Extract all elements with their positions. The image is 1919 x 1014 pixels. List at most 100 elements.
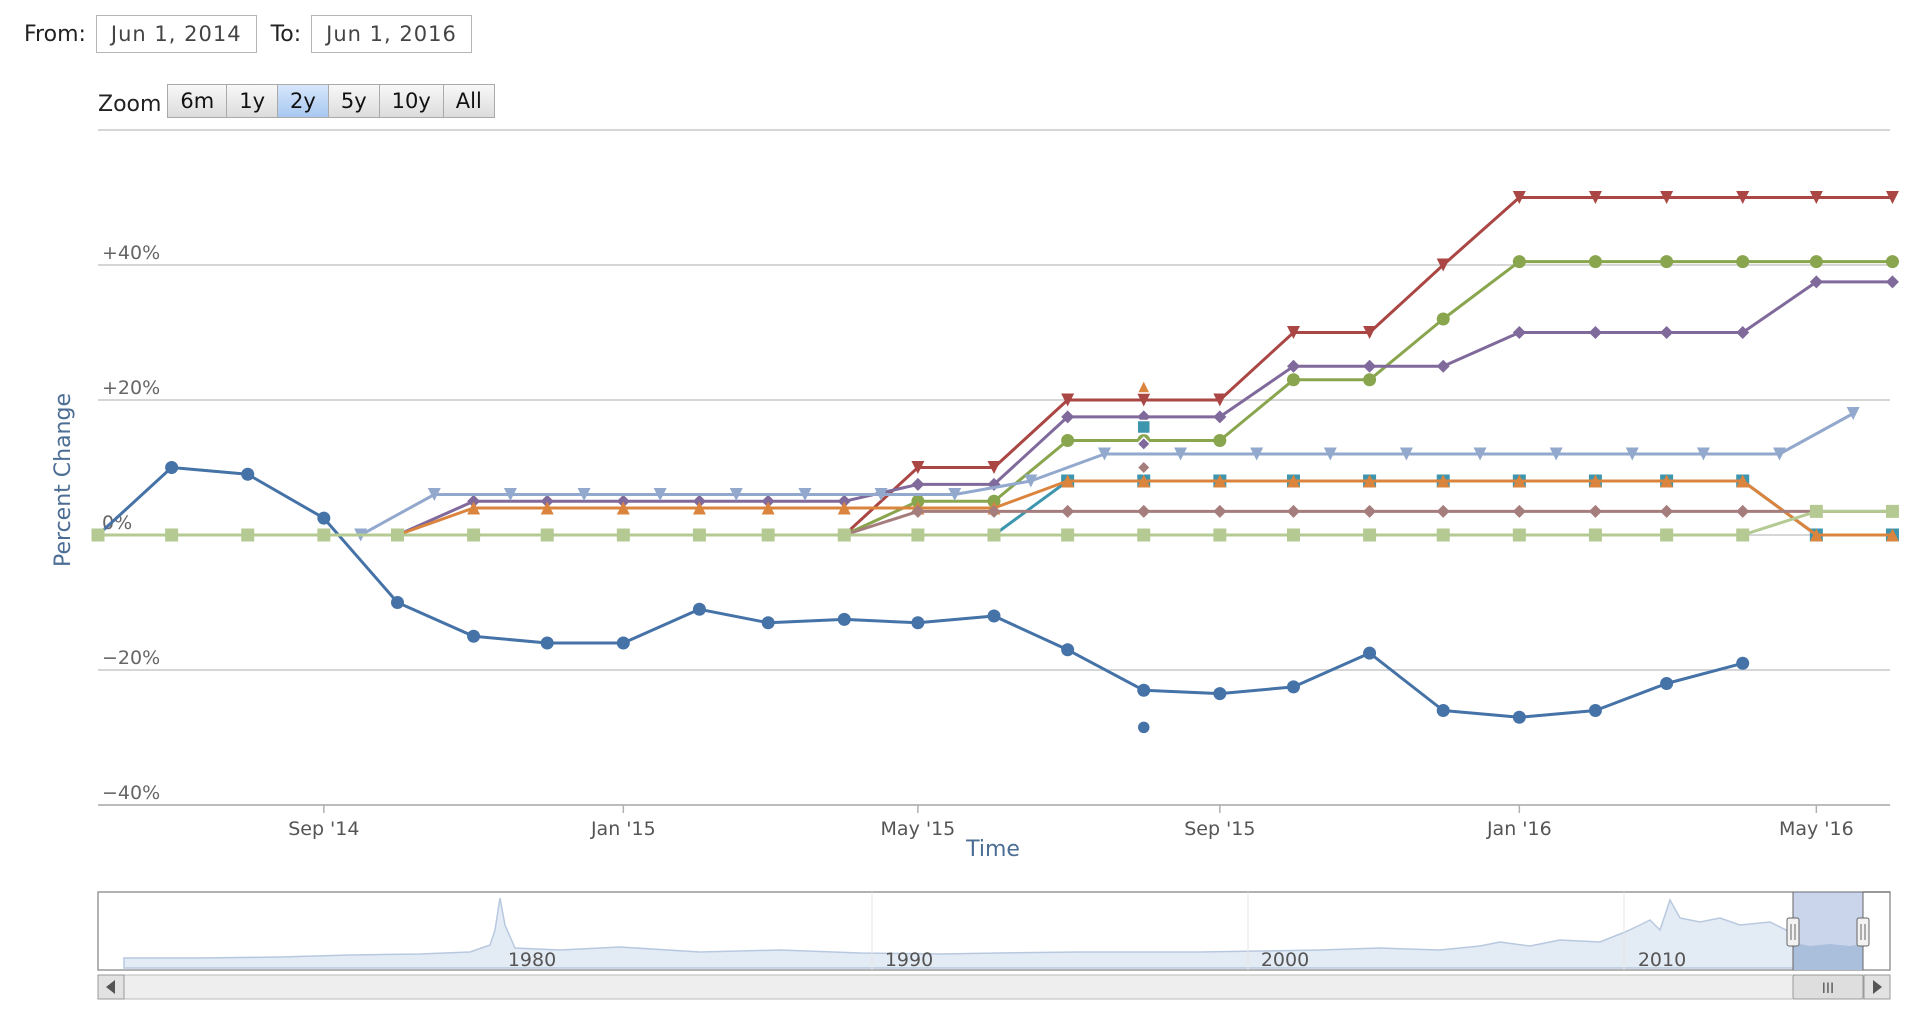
zoom-button-6m[interactable]: 6m (167, 84, 227, 118)
series-2-point[interactable] (1809, 255, 1823, 269)
series-1-point[interactable] (1363, 326, 1377, 339)
series-3-point[interactable] (1588, 326, 1602, 339)
series-8-point[interactable] (1363, 528, 1377, 542)
series-8-point[interactable] (390, 528, 404, 542)
series-8-point[interactable] (1213, 528, 1227, 542)
series-1-point[interactable] (1286, 326, 1300, 339)
series-2-point[interactable] (911, 494, 925, 508)
series-8-point[interactable] (1436, 528, 1450, 542)
from-date-input[interactable]: Jun 1, 2014 (95, 15, 257, 53)
series-6-point[interactable] (1696, 447, 1710, 461)
series-2-point[interactable] (1660, 255, 1674, 269)
zoom-button-2y[interactable]: 2y (277, 84, 328, 118)
series-7-point[interactable] (987, 504, 1001, 518)
series-5-point[interactable] (837, 501, 851, 515)
series-5-point[interactable] (1213, 474, 1227, 488)
series-3-point[interactable] (1660, 326, 1674, 339)
series-3-point[interactable] (540, 494, 554, 508)
series-5-point[interactable] (1809, 528, 1823, 542)
series-5-point[interactable] (540, 501, 554, 515)
series-3-point[interactable] (692, 494, 706, 508)
series-8-point[interactable] (761, 528, 775, 542)
series-5-point[interactable] (467, 501, 481, 515)
series-2-point[interactable] (1885, 255, 1899, 269)
series-3-point[interactable] (1436, 359, 1450, 373)
series-8-point[interactable] (1588, 528, 1602, 542)
series-8-point[interactable] (540, 528, 554, 542)
series-5-point[interactable] (1736, 474, 1750, 488)
series-5-point[interactable] (1588, 474, 1602, 488)
series-2-point[interactable] (1213, 434, 1227, 447)
series-5-point[interactable] (1286, 474, 1300, 488)
series-5-point[interactable] (692, 501, 706, 515)
series-7-point[interactable] (1512, 504, 1526, 518)
series-7-point[interactable] (1588, 504, 1602, 518)
series-3-point[interactable] (1136, 436, 1152, 452)
series-3-point[interactable] (1363, 359, 1377, 373)
series-0-point[interactable] (616, 636, 630, 650)
series-2-point[interactable] (987, 494, 1001, 508)
series-2-point[interactable] (1736, 255, 1750, 269)
series-1-point[interactable] (987, 461, 1001, 474)
series-3-point[interactable] (1885, 275, 1899, 289)
series-3-point[interactable] (761, 494, 775, 508)
series-2-point[interactable] (1436, 312, 1450, 326)
series-6-point[interactable] (1625, 447, 1639, 461)
series-6-point[interactable] (427, 488, 441, 501)
series-5-point[interactable] (761, 501, 775, 515)
scrollbar-thumb[interactable] (1792, 974, 1864, 1000)
series-6-point[interactable] (653, 488, 667, 501)
series-0-point[interactable] (761, 616, 775, 630)
series-8-point[interactable] (837, 528, 851, 542)
series-8-point[interactable] (91, 528, 105, 542)
series-8-point[interactable] (1512, 528, 1526, 542)
navigator-left-handle[interactable] (1786, 917, 1800, 947)
series-8-point[interactable] (467, 528, 481, 542)
series-7-point[interactable] (1286, 504, 1300, 518)
series-8-point[interactable] (317, 528, 331, 542)
zoom-button-1y[interactable]: 1y (226, 84, 278, 118)
series-8-point[interactable] (165, 528, 179, 542)
series-3-point[interactable] (467, 494, 481, 508)
series-8-point[interactable] (1137, 528, 1151, 542)
series-6-point[interactable] (729, 488, 743, 501)
series-7-point[interactable] (1061, 504, 1075, 518)
series-0-point[interactable] (837, 612, 851, 626)
series-3-point[interactable] (1809, 275, 1823, 289)
series-3-point[interactable] (1213, 410, 1227, 424)
series-7-line[interactable] (98, 509, 1893, 537)
series-8-point[interactable] (616, 528, 630, 542)
series-6-point[interactable] (1174, 447, 1188, 461)
series-3-point[interactable] (837, 494, 851, 508)
series-5-point[interactable] (616, 501, 630, 515)
series-1-point[interactable] (1137, 393, 1151, 407)
series-3-point[interactable] (1512, 326, 1526, 339)
series-1-point[interactable] (1512, 191, 1526, 204)
series-8-point[interactable] (1061, 528, 1075, 542)
series-0-point[interactable] (1363, 646, 1377, 660)
series-6-point[interactable] (1549, 447, 1563, 461)
series-6-point[interactable] (1773, 447, 1787, 461)
series-0-point[interactable] (467, 629, 481, 643)
series-1-point[interactable] (1660, 191, 1674, 204)
series-8-point[interactable] (1809, 504, 1823, 518)
series-0-point[interactable] (911, 616, 925, 630)
series-1-point[interactable] (1809, 191, 1823, 204)
series-1-point[interactable] (1736, 191, 1750, 204)
series-0-point[interactable] (1736, 656, 1750, 670)
series-5-point[interactable] (1137, 474, 1151, 488)
series-3-point[interactable] (911, 477, 925, 491)
series-1-point[interactable] (1885, 191, 1899, 204)
series-7-point[interactable] (1363, 504, 1377, 518)
navigator-right-handle[interactable] (1856, 917, 1870, 947)
series-8-point[interactable] (1736, 528, 1750, 542)
series-8-point[interactable] (1286, 528, 1300, 542)
series-6-point[interactable] (1846, 407, 1860, 420)
series-5-point[interactable] (1136, 378, 1152, 394)
series-6-point[interactable] (798, 488, 812, 501)
series-1-point[interactable] (1061, 393, 1075, 407)
series-1-point[interactable] (1436, 258, 1450, 272)
series-6-point[interactable] (1473, 447, 1487, 461)
series-0-point[interactable] (317, 511, 331, 525)
series-0-point[interactable] (692, 602, 706, 616)
